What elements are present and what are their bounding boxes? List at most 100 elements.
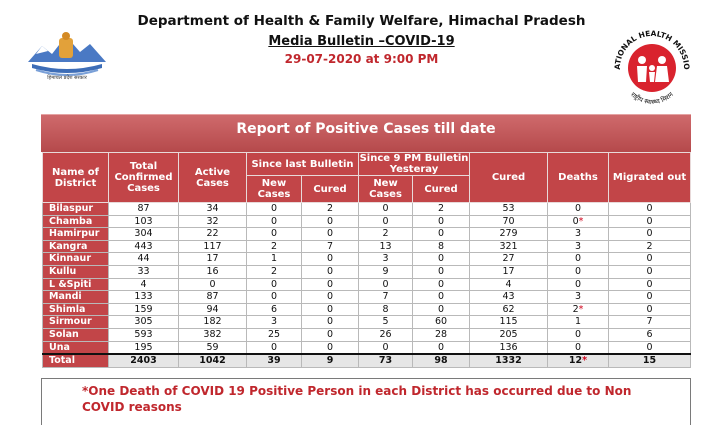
cell-new1: 0 — [246, 340, 302, 355]
cell-migrated: 0 — [608, 290, 692, 304]
district-name: L &Spiti — [42, 277, 109, 292]
cell-total: 4 — [108, 277, 179, 292]
table-row: L &Spiti 4 0 0 0 0 0 4 0 0 — [42, 277, 692, 292]
cell-cured1: 2 — [300, 202, 360, 216]
cell-new1: 25 — [246, 327, 302, 342]
cell-deaths: 0 — [547, 277, 610, 292]
cell-new1: 39 — [246, 353, 302, 368]
cell-deaths: 3 — [547, 239, 610, 254]
cell-total: 195 — [108, 340, 179, 355]
district-name: Solan — [42, 327, 109, 342]
cell-migrated: 15 — [608, 353, 692, 368]
cell-new2: 8 — [358, 302, 414, 317]
cell-active: 1042 — [178, 353, 247, 368]
cell-new2: 26 — [358, 327, 414, 342]
table-row: Shimla 159 94 6 0 8 0 62 2* 0 — [42, 302, 692, 317]
cell-active: 94 — [178, 302, 247, 317]
table-row: Hamirpur 304 22 0 0 2 0 279 3 0 — [42, 227, 692, 241]
header-new-cases-1: New Cases — [246, 175, 302, 203]
death-asterisk: * — [578, 215, 584, 227]
cell-new1: 1 — [246, 252, 302, 266]
total-row: Total 2403 1042 39 9 73 98 1332 12* 15 — [42, 353, 692, 368]
footnote: *One Death of COVID 19 Positive Person i… — [41, 378, 691, 425]
cell-deaths: 2* — [547, 302, 610, 317]
cell-new2: 0 — [358, 277, 414, 292]
cell-total: 44 — [108, 252, 179, 266]
cell-cured: 70 — [469, 214, 549, 229]
cell-total: 133 — [108, 290, 179, 304]
cell-new2: 13 — [358, 239, 414, 254]
cell-active: 22 — [178, 227, 247, 241]
cell-deaths: 3 — [547, 227, 610, 241]
cell-deaths: 0 — [547, 202, 610, 216]
cell-cured: 43 — [469, 290, 549, 304]
district-name: Kangra — [42, 239, 109, 254]
nhm-logo: NATIONAL HEALTH MISSION राष्ट्रीय स्वास्… — [603, 15, 698, 114]
cell-total: 33 — [108, 264, 179, 279]
cell-active: 32 — [178, 214, 247, 229]
cell-new1: 6 — [246, 302, 302, 317]
district-name: Mandi — [42, 290, 109, 304]
cell-migrated: 0 — [608, 302, 692, 317]
cell-cured: 27 — [469, 252, 549, 266]
cell-cured2: 60 — [412, 315, 471, 329]
district-name: Total — [42, 353, 109, 368]
cell-cured1: 0 — [300, 302, 360, 317]
cell-cured2: 0 — [412, 277, 471, 292]
table-row: Sirmour 305 182 3 0 5 60 115 1 7 — [42, 315, 692, 329]
district-name: Hamirpur — [42, 227, 109, 241]
cell-cured1: 7 — [300, 239, 360, 254]
cell-cured: 205 — [469, 327, 549, 342]
cell-migrated: 0 — [608, 252, 692, 266]
cell-cured: 115 — [469, 315, 549, 329]
cell-new1: 2 — [246, 239, 302, 254]
cell-cured1: 0 — [300, 252, 360, 266]
header-active: Active Cases — [178, 152, 247, 203]
cell-cured2: 0 — [412, 340, 471, 355]
cell-deaths: 0 — [547, 264, 610, 279]
positive-cases-table: Name of District Total Confirmed Cases A… — [42, 152, 692, 368]
cell-active: 182 — [178, 315, 247, 329]
cell-new2: 73 — [358, 353, 414, 368]
cell-new2: 3 — [358, 252, 414, 266]
cell-cured: 62 — [469, 302, 549, 317]
header-cured: Cured — [469, 152, 549, 203]
header-cured-1: Cured — [300, 175, 360, 203]
cell-new1: 0 — [246, 277, 302, 292]
header-migrated: Migrated out — [608, 152, 692, 203]
cell-cured: 1332 — [469, 353, 549, 368]
header-deaths: Deaths — [547, 152, 610, 203]
cell-cured2: 0 — [412, 290, 471, 304]
cell-cured1: 0 — [300, 290, 360, 304]
cell-cured2: 98 — [412, 353, 471, 368]
cell-cured2: 0 — [412, 264, 471, 279]
bulletin-date: 29-07-2020 at 9:00 PM — [284, 52, 439, 66]
emblem-caption: हिमाचल प्रदेश सरकार — [47, 75, 87, 81]
cell-active: 17 — [178, 252, 247, 266]
cell-cured: 4 — [469, 277, 549, 292]
cell-new1: 0 — [246, 214, 302, 229]
cell-cured2: 0 — [412, 214, 471, 229]
cell-total: 593 — [108, 327, 179, 342]
cell-total: 159 — [108, 302, 179, 317]
svg-text:राष्ट्रीय स्वास्थ्य मिशन: राष्ट्रीय स्वास्थ्य मिशन — [629, 90, 675, 106]
cell-total: 2403 — [108, 353, 179, 368]
header-since-last-bulletin: Since last Bulletin — [245, 152, 360, 176]
cell-migrated: 0 — [608, 202, 692, 216]
cell-migrated: 7 — [608, 315, 692, 329]
table-body: Bilaspur 87 34 0 2 0 2 53 0 0 Chamba 103 32 0 0 0 0 70 0* 0… — [42, 202, 692, 368]
cell-cured: 279 — [469, 227, 549, 241]
cell-cured1: 0 — [300, 227, 360, 241]
cell-deaths: 0* — [547, 214, 610, 229]
cell-total: 305 — [108, 315, 179, 329]
cell-new2: 7 — [358, 290, 414, 304]
cell-cured2: 0 — [412, 302, 471, 317]
cell-new1: 3 — [246, 315, 302, 329]
district-name: Shimla — [42, 302, 109, 317]
header-since-9pm: Since 9 PM Bulletin Yesteray — [358, 152, 471, 176]
cell-cured1: 0 — [300, 264, 360, 279]
death-asterisk: * — [582, 355, 588, 367]
cell-cured1: 9 — [300, 353, 360, 368]
table-row: Kinnaur 44 17 1 0 3 0 27 0 0 — [42, 252, 692, 266]
cell-deaths: 0 — [547, 340, 610, 355]
